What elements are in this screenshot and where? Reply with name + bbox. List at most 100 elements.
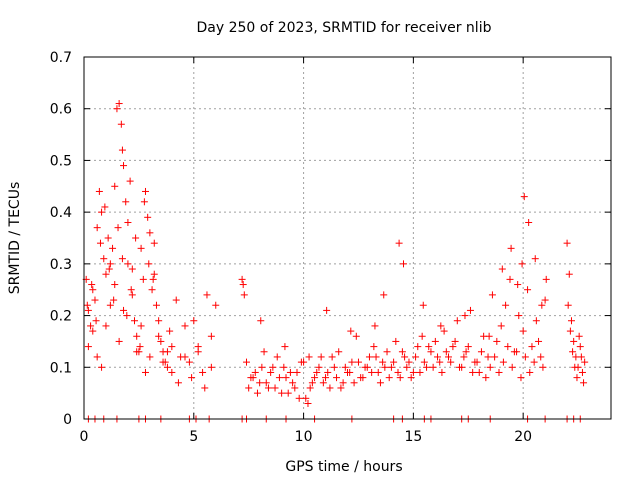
data-point xyxy=(302,394,310,402)
data-point xyxy=(477,348,485,356)
y-tick-label: 0.4 xyxy=(50,205,72,221)
data-point xyxy=(486,363,494,371)
data-point xyxy=(570,337,578,345)
data-point xyxy=(93,353,101,361)
data-point xyxy=(381,363,389,371)
data-point xyxy=(455,363,463,371)
data-point xyxy=(532,317,540,325)
data-point xyxy=(419,301,427,309)
data-point xyxy=(442,348,450,356)
data-point xyxy=(207,363,215,371)
data-point xyxy=(485,332,493,340)
data-point xyxy=(473,358,481,366)
data-point xyxy=(100,255,108,263)
data-point xyxy=(475,368,483,376)
data-point xyxy=(508,363,516,371)
data-point xyxy=(571,363,579,371)
data-point xyxy=(352,332,360,340)
data-point xyxy=(414,343,422,351)
data-point xyxy=(566,327,574,335)
data-point xyxy=(376,379,384,387)
data-point xyxy=(308,379,316,387)
data-point xyxy=(326,384,334,392)
data-point xyxy=(96,239,104,247)
data-point xyxy=(311,374,319,382)
data-point xyxy=(98,208,106,216)
data-point xyxy=(260,348,268,356)
data-point xyxy=(128,265,136,273)
chart-title: Day 250 of 2023, SRMTID for receiver nli… xyxy=(197,20,492,36)
data-point xyxy=(106,301,114,309)
data-point xyxy=(89,327,97,335)
data-point xyxy=(251,368,259,376)
x-tick-labels: 0 5 10 15 20 xyxy=(80,429,533,445)
data-point xyxy=(106,260,114,268)
data-point xyxy=(128,291,136,299)
data-point xyxy=(469,368,477,376)
data-point xyxy=(264,384,272,392)
data-point xyxy=(249,374,257,382)
data-point xyxy=(101,203,109,211)
data-point xyxy=(289,379,297,387)
data-point xyxy=(104,234,112,242)
data-point xyxy=(280,363,288,371)
data-point xyxy=(564,301,572,309)
data-point xyxy=(275,374,283,382)
data-point xyxy=(118,255,126,263)
data-point xyxy=(525,218,533,226)
data-point xyxy=(368,368,376,376)
x-tick-label: 15 xyxy=(404,429,422,445)
data-point xyxy=(212,301,220,309)
data-point xyxy=(132,234,140,242)
data-point xyxy=(174,379,182,387)
data-point xyxy=(118,146,126,154)
data-point xyxy=(120,306,128,314)
data-point xyxy=(207,332,215,340)
data-point xyxy=(521,353,529,361)
data-point xyxy=(337,384,345,392)
data-point xyxy=(324,368,332,376)
data-point xyxy=(374,368,382,376)
data-point xyxy=(506,275,514,283)
data-point xyxy=(333,374,341,382)
data-point xyxy=(304,399,312,407)
data-point xyxy=(427,348,435,356)
data-point xyxy=(257,317,265,325)
data-point xyxy=(102,270,110,278)
data-point xyxy=(535,337,543,345)
data-point xyxy=(242,358,250,366)
data-point xyxy=(395,239,403,247)
data-point xyxy=(83,301,91,309)
data-point xyxy=(341,363,349,371)
data-point xyxy=(168,343,176,351)
data-point xyxy=(519,327,527,335)
data-point xyxy=(416,368,424,376)
data-point xyxy=(114,224,122,232)
data-point xyxy=(379,358,387,366)
data-point xyxy=(466,306,474,314)
data-point xyxy=(491,353,499,361)
data-point xyxy=(436,358,444,366)
data-point xyxy=(89,286,97,294)
y-tick-label: 0.6 xyxy=(50,102,72,118)
y-tick-label: 0.1 xyxy=(50,360,72,376)
data-point xyxy=(126,177,134,185)
x-tick-label: 20 xyxy=(514,429,532,445)
data-point xyxy=(359,374,367,382)
data-point xyxy=(563,239,571,247)
data-point xyxy=(84,343,92,351)
data-point xyxy=(152,301,160,309)
data-point xyxy=(141,187,149,195)
data-point xyxy=(105,265,113,273)
data-point xyxy=(111,182,119,190)
data-point xyxy=(335,348,343,356)
data-point xyxy=(412,353,420,361)
data-point xyxy=(124,260,132,268)
data-point xyxy=(305,353,313,361)
data-point xyxy=(88,281,96,289)
data-point xyxy=(185,358,193,366)
data-point xyxy=(172,296,180,304)
data-point xyxy=(284,389,292,397)
data-point xyxy=(464,343,472,351)
